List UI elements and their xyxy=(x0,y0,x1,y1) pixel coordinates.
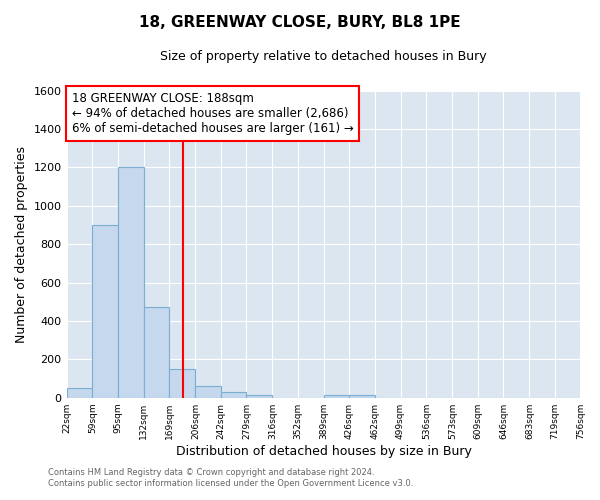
Bar xyxy=(92,225,118,398)
Bar xyxy=(118,168,143,398)
Bar xyxy=(323,395,349,398)
Bar xyxy=(67,388,92,398)
X-axis label: Distribution of detached houses by size in Bury: Distribution of detached houses by size … xyxy=(176,444,472,458)
Bar xyxy=(143,308,169,398)
Text: Contains HM Land Registry data © Crown copyright and database right 2024.
Contai: Contains HM Land Registry data © Crown c… xyxy=(48,468,413,487)
Text: 18 GREENWAY CLOSE: 188sqm
← 94% of detached houses are smaller (2,686)
6% of sem: 18 GREENWAY CLOSE: 188sqm ← 94% of detac… xyxy=(71,92,353,135)
Bar xyxy=(349,395,374,398)
Bar xyxy=(169,369,196,398)
Text: 18, GREENWAY CLOSE, BURY, BL8 1PE: 18, GREENWAY CLOSE, BURY, BL8 1PE xyxy=(139,15,461,30)
Y-axis label: Number of detached properties: Number of detached properties xyxy=(15,146,28,342)
Title: Size of property relative to detached houses in Bury: Size of property relative to detached ho… xyxy=(160,50,487,63)
Bar xyxy=(221,392,247,398)
Bar xyxy=(196,386,221,398)
Bar xyxy=(247,395,272,398)
